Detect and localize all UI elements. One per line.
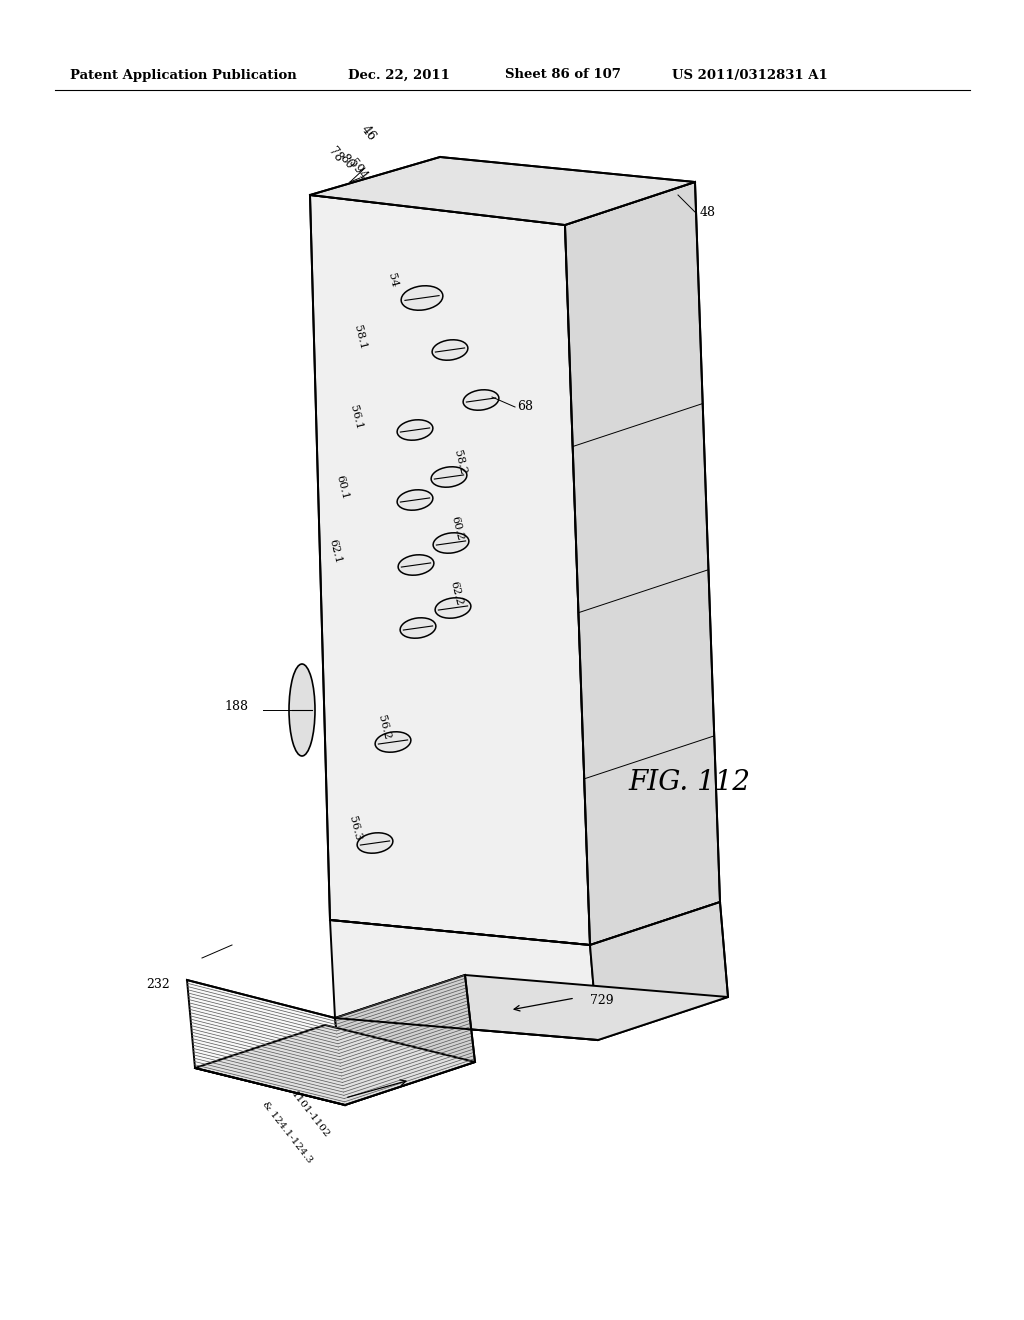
Text: Patent Application Publication: Patent Application Publication: [70, 69, 297, 82]
Text: 58.2: 58.2: [453, 449, 468, 475]
Text: 62.2: 62.2: [449, 579, 464, 606]
Ellipse shape: [397, 420, 433, 440]
Text: 188: 188: [224, 701, 248, 714]
Text: 54: 54: [386, 272, 399, 288]
Ellipse shape: [289, 664, 315, 756]
Text: US 2011/0312831 A1: US 2011/0312831 A1: [672, 69, 827, 82]
Text: 48: 48: [700, 206, 716, 219]
Polygon shape: [330, 920, 598, 1040]
Text: 60.1: 60.1: [334, 474, 350, 500]
Text: & 124.1-124.3: & 124.1-124.3: [260, 1100, 313, 1164]
Ellipse shape: [397, 490, 433, 511]
Ellipse shape: [435, 598, 471, 618]
Text: 62.1: 62.1: [327, 537, 343, 564]
Text: 56.3: 56.3: [347, 814, 362, 841]
Polygon shape: [195, 1026, 475, 1105]
Text: 78: 78: [326, 145, 345, 165]
Text: 594: 594: [346, 157, 370, 183]
Ellipse shape: [431, 467, 467, 487]
Text: Dec. 22, 2011: Dec. 22, 2011: [348, 69, 450, 82]
Polygon shape: [310, 157, 695, 224]
Ellipse shape: [401, 285, 442, 310]
Text: 68: 68: [517, 400, 534, 413]
Ellipse shape: [463, 389, 499, 411]
Ellipse shape: [432, 339, 468, 360]
Text: 729: 729: [590, 994, 613, 1006]
Text: 58.1: 58.1: [352, 323, 368, 350]
Text: 80: 80: [337, 152, 356, 172]
Polygon shape: [565, 182, 720, 945]
Ellipse shape: [357, 833, 393, 853]
Text: 232: 232: [146, 978, 170, 991]
Ellipse shape: [433, 533, 469, 553]
Text: 56.1: 56.1: [348, 404, 364, 430]
Text: 46: 46: [358, 123, 378, 144]
Polygon shape: [590, 902, 728, 1040]
Ellipse shape: [400, 618, 436, 638]
Text: 56.2: 56.2: [376, 714, 392, 741]
Ellipse shape: [398, 554, 434, 576]
Polygon shape: [335, 975, 475, 1105]
Polygon shape: [187, 979, 345, 1105]
Text: 60.2: 60.2: [450, 515, 465, 541]
Text: 1101-1102: 1101-1102: [289, 1090, 331, 1140]
Ellipse shape: [375, 731, 411, 752]
Text: Sheet 86 of 107: Sheet 86 of 107: [505, 69, 621, 82]
Polygon shape: [335, 975, 728, 1040]
Text: FIG. 112: FIG. 112: [628, 768, 750, 796]
Polygon shape: [310, 195, 590, 945]
